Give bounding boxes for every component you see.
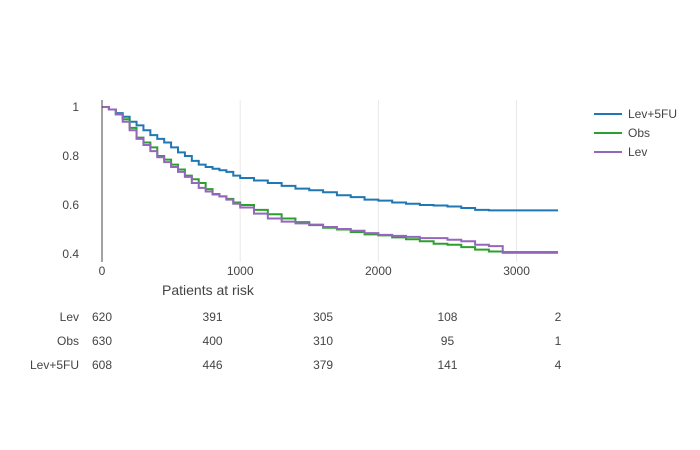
legend-item-obs[interactable]: Obs [594, 126, 650, 140]
legend-label: Lev [628, 145, 647, 159]
risk-row-label: Lev [60, 310, 79, 324]
risk-table: Patients at risk Lev 620 391 305 108 2 Obs 630 4… [30, 282, 562, 372]
legend-item-lev-5fu[interactable]: Lev+5FU [594, 107, 677, 121]
risk-count: 4 [555, 358, 562, 372]
axes: 0 1000 2000 3000 0.4 0.6 0.8 1 [62, 100, 530, 278]
x-tick-label: 2000 [365, 264, 392, 278]
risk-row-label: Obs [57, 334, 79, 348]
legend-item-lev[interactable]: Lev [594, 145, 647, 159]
legend-label: Lev+5FU [628, 107, 677, 121]
grid-lines [239, 100, 518, 262]
risk-count: 446 [203, 358, 223, 372]
risk-count: 305 [313, 310, 333, 324]
risk-count: 310 [313, 334, 333, 348]
series-line-lev [102, 106, 558, 254]
series-line-lev-5fu [102, 106, 558, 212]
risk-count: 391 [203, 310, 223, 324]
risk-count: 1 [555, 334, 562, 348]
risk-count: 379 [313, 358, 333, 372]
plot-area [102, 106, 558, 254]
risk-count: 95 [441, 334, 455, 348]
risk-table-title: Patients at risk [162, 282, 255, 298]
y-tick-label: 1 [72, 100, 79, 114]
risk-count: 620 [92, 310, 112, 324]
risk-count: 2 [555, 310, 562, 324]
risk-count: 400 [203, 334, 223, 348]
legend[interactable]: Lev+5FU Obs Lev [594, 107, 677, 159]
y-tick-label: 0.8 [62, 149, 79, 163]
y-tick-label: 0.4 [62, 247, 79, 261]
series-line-obs [102, 106, 558, 254]
risk-row-label: Lev+5FU [30, 358, 79, 372]
y-tick-label: 0.6 [62, 198, 79, 212]
risk-count: 630 [92, 334, 112, 348]
risk-count: 108 [437, 310, 457, 324]
risk-count: 608 [92, 358, 112, 372]
x-tick-label: 3000 [503, 264, 530, 278]
x-tick-label: 1000 [227, 264, 254, 278]
risk-count: 141 [437, 358, 457, 372]
legend-label: Obs [628, 126, 650, 140]
x-tick-label: 0 [99, 264, 106, 278]
